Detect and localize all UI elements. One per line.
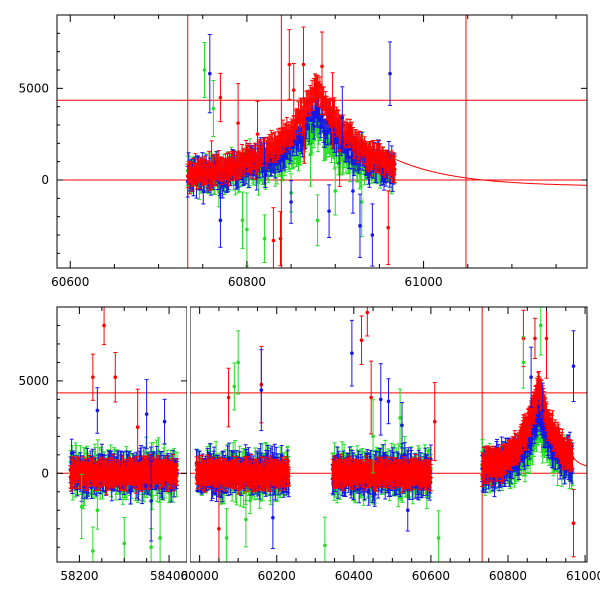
- data-point: [370, 203, 375, 267]
- data-point: [538, 307, 543, 356]
- data-point: [90, 526, 95, 562]
- y-tick-label: 0: [41, 466, 49, 480]
- data-point: [218, 72, 223, 123]
- data-point: [262, 142, 267, 185]
- baseline-point: [175, 458, 180, 482]
- baseline-point: [286, 466, 291, 486]
- data-point: [135, 388, 140, 466]
- data-point: [386, 378, 391, 425]
- data-point: [388, 41, 393, 106]
- x-tick-label: 58200: [60, 569, 98, 583]
- data-point: [240, 191, 245, 250]
- data-point: [149, 460, 154, 542]
- data-point: [271, 207, 276, 268]
- y-tick-label: 0: [41, 173, 49, 187]
- data-point: [90, 353, 95, 401]
- data-point: [287, 29, 292, 100]
- baseline-point: [428, 463, 433, 492]
- data-point: [102, 307, 107, 346]
- data-point: [320, 31, 324, 102]
- data-point: [278, 211, 283, 267]
- data-point: [218, 192, 223, 248]
- axis-break: [187, 305, 190, 564]
- data-point: [255, 100, 260, 168]
- data-point: [337, 114, 342, 187]
- data-point: [236, 83, 241, 164]
- data-point: [289, 180, 294, 224]
- data-point: [224, 508, 229, 562]
- data-point: [571, 489, 576, 558]
- y-tick-label: 5000: [18, 374, 49, 388]
- data-point: [236, 330, 241, 395]
- data-point: [158, 498, 163, 562]
- data-point: [162, 398, 167, 445]
- data-point: [144, 379, 149, 450]
- data-point: [291, 62, 296, 118]
- data-point: [330, 72, 335, 149]
- data-point: [359, 315, 364, 366]
- plot-frame: [56, 306, 188, 563]
- event-point: [224, 158, 229, 181]
- data-point: [95, 490, 100, 530]
- data-point: [79, 473, 84, 540]
- x-tick-label: 60200: [258, 569, 296, 583]
- model-curve: [572, 456, 587, 467]
- data-point: [333, 166, 338, 216]
- plot-area: [57, 15, 587, 268]
- x-tick-label: 60600: [51, 275, 89, 289]
- data-point: [232, 362, 237, 411]
- data-point: [521, 336, 526, 389]
- data-point: [432, 382, 437, 462]
- x-tick-label: 60000: [181, 569, 219, 583]
- data-point: [340, 86, 345, 150]
- data-point: [315, 194, 320, 247]
- data-point: [571, 330, 576, 403]
- plot-area: [190, 307, 587, 562]
- data-point: [350, 168, 355, 214]
- data-point: [327, 184, 332, 238]
- data-point: [262, 214, 267, 264]
- data-point: [399, 402, 404, 449]
- data-point: [302, 97, 307, 164]
- x-tick-label: 60600: [412, 569, 450, 583]
- data-point: [207, 34, 212, 114]
- plot-frame: [56, 14, 588, 269]
- data-point: [209, 140, 214, 187]
- data-point: [259, 349, 264, 432]
- x-tick-label: 58400: [150, 569, 188, 583]
- x-tick-label: 60400: [335, 569, 373, 583]
- data-point: [436, 510, 441, 562]
- plot-area: [57, 307, 187, 562]
- data-point: [398, 388, 403, 448]
- data-point: [365, 307, 370, 337]
- data-point: [322, 516, 327, 562]
- data-point: [378, 363, 383, 436]
- top-panel: 60600 60800 61000 0 5000: [18, 14, 588, 289]
- model-curve: [392, 157, 587, 186]
- data-point: [349, 319, 354, 387]
- data-point: [226, 367, 231, 428]
- data-point: [386, 190, 391, 266]
- y-tick-label: 5000: [18, 81, 49, 95]
- data-point: [301, 26, 306, 103]
- data-point: [369, 360, 374, 435]
- data-point: [202, 42, 207, 98]
- data-point: [95, 387, 100, 434]
- data-point: [308, 121, 313, 187]
- x-tick-label: 60800: [228, 275, 266, 289]
- event-point: [392, 155, 397, 183]
- x-tick-label: 60800: [489, 569, 527, 583]
- data-point: [357, 193, 362, 258]
- data-point: [211, 80, 216, 137]
- x-tick-label: 61000: [404, 275, 442, 289]
- data-point: [113, 351, 118, 403]
- data-point: [244, 192, 249, 267]
- x-tick-label: 61000: [566, 569, 600, 583]
- data-point: [532, 317, 537, 359]
